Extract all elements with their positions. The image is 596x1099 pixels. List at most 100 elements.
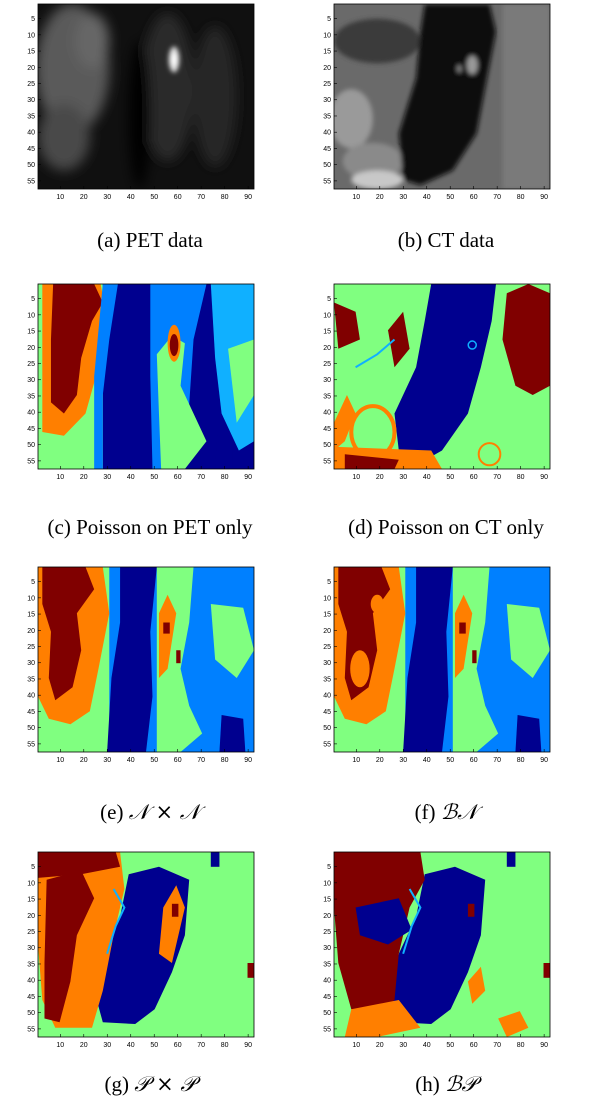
y-tick-label: 15: [323, 329, 331, 336]
x-tick-label: 80: [221, 474, 229, 481]
image-content: [38, 4, 254, 189]
caption-d-text: Poisson on CT only: [377, 515, 544, 539]
axis-ticks: 5 10 15 20 25 30 35 40 45 50 55 10 20 30 40 50 60 70 80 90: [323, 864, 548, 1049]
figure-panel-d: 5 10 15 20 25 30 35 40 45 50 55 10 20 30 40 50 60 70 80 90 …: [296, 280, 596, 545]
image-content: [334, 567, 550, 752]
x-tick-label: 50: [150, 474, 158, 481]
x-tick-label: 60: [174, 757, 182, 764]
y-tick-label: 35: [27, 113, 35, 120]
y-tick-label: 30: [27, 945, 35, 952]
x-tick-label: 30: [399, 757, 407, 764]
caption-f: (f) ℬ𝒩: [296, 800, 596, 824]
y-tick-label: 5: [31, 16, 35, 23]
x-tick-label: 20: [80, 474, 88, 481]
y-tick-label: 40: [27, 978, 35, 985]
y-tick-label: 10: [27, 32, 35, 39]
y-tick-label: 55: [27, 1026, 35, 1033]
caption-d: (d) Poisson on CT only: [296, 515, 596, 539]
y-tick-label: 50: [27, 725, 35, 732]
plot-frame: [333, 851, 551, 1038]
caption-e: (e) 𝒩 × 𝒩: [0, 800, 300, 824]
y-tick-label: 20: [323, 913, 331, 920]
axis-ticks: 5 10 15 20 25 30 35 40 45 50 55 10 20 30 40 50 60 70 80 90: [27, 579, 252, 764]
y-tick-label: 45: [27, 146, 35, 153]
y-tick-label: 50: [27, 162, 35, 169]
y-tick-label: 45: [323, 426, 331, 433]
caption-e-prefix: (e): [100, 800, 129, 824]
y-tick-label: 50: [323, 725, 331, 732]
axis-ticks: 5 10 15 20 25 30 35 40 45 50 55 10 20 30 40 50 60 70 80 90: [323, 296, 548, 481]
x-tick-label: 20: [80, 194, 88, 201]
caption-b-prefix: (b): [397, 228, 428, 252]
x-tick-label: 50: [446, 194, 454, 201]
y-tick-label: 40: [27, 410, 35, 417]
figure-panel-g: 5 10 15 20 25 30 35 40 45 50 55 10 20 30 40 50 60 70 80 90 …: [0, 848, 300, 1099]
x-tick-label: 20: [80, 1042, 88, 1049]
x-tick-label: 80: [221, 757, 229, 764]
axis-ticks: 5 10 15 20 25 30 35 40 45 50 55 10 20 30 40 50 60 70 80 90: [323, 16, 548, 201]
y-tick-label: 55: [323, 178, 331, 185]
x-tick-label: 40: [423, 474, 431, 481]
caption-h-prefix: (h): [415, 1072, 446, 1096]
x-tick-label: 10: [352, 757, 360, 764]
y-tick-label: 50: [323, 1010, 331, 1017]
caption-f-prefix: (f): [414, 800, 441, 824]
caption-f-math: ℬ𝒩: [440, 800, 478, 824]
axis-ticks: 5 10 15 20 25 30 35 40 45 50 55 10 20 30 40 50 60 70 80 90: [27, 16, 252, 201]
y-tick-label: 10: [27, 312, 35, 319]
x-tick-label: 90: [244, 194, 252, 201]
image-content: [334, 4, 550, 189]
y-tick-label: 5: [327, 579, 331, 586]
y-tick-label: 15: [27, 897, 35, 904]
y-tick-label: 30: [323, 945, 331, 952]
plot-frame: [37, 283, 255, 470]
y-tick-label: 40: [323, 978, 331, 985]
y-tick-label: 15: [27, 49, 35, 56]
y-tick-label: 10: [323, 312, 331, 319]
y-tick-label: 55: [27, 178, 35, 185]
x-tick-label: 90: [540, 474, 548, 481]
y-tick-label: 25: [323, 361, 331, 368]
x-tick-label: 50: [446, 474, 454, 481]
y-tick-label: 10: [27, 880, 35, 887]
segmentation-map-f: 5 10 15 20 25 30 35 40 45 50 55 10 20 30 40 50 60 70 80 90: [323, 566, 551, 764]
y-tick-label: 25: [27, 81, 35, 88]
x-tick-label: 30: [103, 1042, 111, 1049]
x-tick-label: 40: [423, 757, 431, 764]
x-tick-label: 90: [244, 1042, 252, 1049]
y-tick-label: 10: [323, 595, 331, 602]
caption-h-math: ℬ𝒫: [445, 1072, 477, 1096]
x-tick-label: 50: [446, 757, 454, 764]
y-tick-label: 5: [31, 296, 35, 303]
y-tick-label: 20: [27, 628, 35, 635]
x-tick-label: 40: [127, 757, 135, 764]
image-content: [334, 284, 550, 469]
x-tick-label: 70: [197, 1042, 205, 1049]
x-tick-label: 60: [174, 474, 182, 481]
y-tick-label: 15: [323, 49, 331, 56]
x-tick-label: 80: [517, 757, 525, 764]
y-tick-label: 40: [323, 410, 331, 417]
image-content: [334, 852, 550, 1037]
image-content: [38, 284, 254, 469]
plot-frame: [37, 851, 255, 1038]
x-tick-label: 20: [376, 194, 384, 201]
axis-ticks: 5 10 15 20 25 30 35 40 45 50 55 10 20 30 40 50 60 70 80 90: [27, 296, 252, 481]
x-tick-label: 50: [150, 757, 158, 764]
y-tick-label: 35: [27, 393, 35, 400]
y-tick-label: 25: [323, 81, 331, 88]
caption-g-prefix: (g): [104, 1072, 135, 1096]
x-tick-label: 40: [423, 194, 431, 201]
y-tick-label: 15: [323, 897, 331, 904]
x-tick-label: 90: [244, 757, 252, 764]
x-tick-label: 40: [423, 1042, 431, 1049]
x-tick-label: 10: [352, 1042, 360, 1049]
y-tick-label: 20: [27, 345, 35, 352]
x-tick-label: 60: [470, 194, 478, 201]
caption-c-prefix: (c): [47, 515, 77, 539]
segmentation-map-g: 5 10 15 20 25 30 35 40 45 50 55 10 20 30 40 50 60 70 80 90: [27, 851, 255, 1049]
y-tick-label: 20: [323, 628, 331, 635]
y-tick-label: 5: [31, 579, 35, 586]
y-tick-label: 50: [323, 162, 331, 169]
segmentation-map-c: 5 10 15 20 25 30 35 40 45 50 55 10 20 30 40 50 60 70 80 90: [27, 283, 255, 481]
